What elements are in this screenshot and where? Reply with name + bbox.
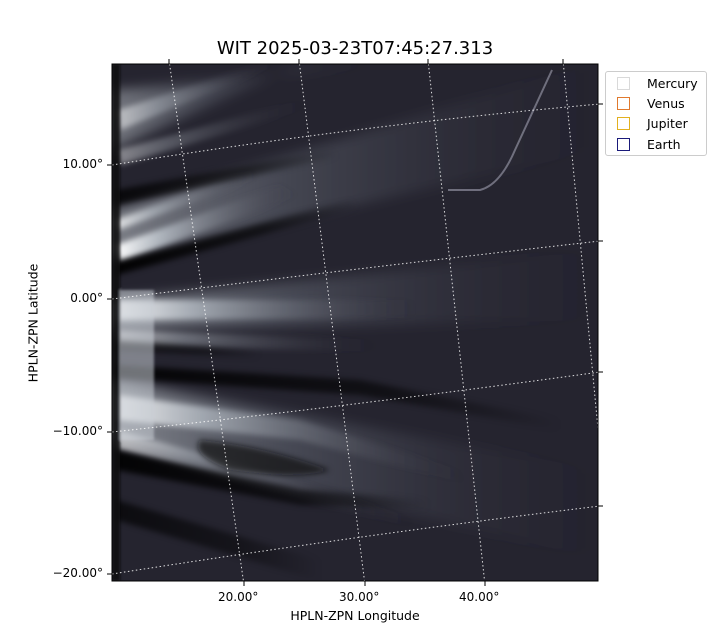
- legend-label: Earth: [647, 136, 681, 152]
- x-tick-label: 40.00°: [459, 590, 500, 604]
- x-axis-label: HPLN-ZPN Longitude: [290, 608, 420, 623]
- legend-swatch: [617, 116, 630, 130]
- legend-item-mercury: Mercury: [617, 75, 698, 91]
- legend-item-earth: Earth: [617, 136, 681, 152]
- y-tick-label: 0.00°: [70, 291, 103, 305]
- legend-item-venus: Venus: [617, 95, 685, 111]
- legend-item-jupiter: Jupiter: [617, 115, 688, 131]
- coordinate-grid: [112, 64, 598, 581]
- legend-swatch: [617, 76, 630, 90]
- legend: Mercury Venus Jupiter Earth: [605, 71, 707, 156]
- y-tick-label: −10.00°: [52, 424, 103, 438]
- y-tick-label: 10.00°: [62, 157, 103, 171]
- legend-label: Jupiter: [647, 115, 688, 131]
- legend-label: Venus: [647, 95, 685, 111]
- plot-title: WIT 2025-03-23T07:45:27.313: [216, 38, 494, 59]
- legend-label: Mercury: [647, 75, 698, 91]
- legend-swatch: [617, 96, 630, 110]
- legend-swatch: [617, 137, 630, 151]
- x-tick-label: 20.00°: [218, 590, 259, 604]
- y-axis-label: HPLN-ZPN Latitude: [25, 263, 41, 383]
- coronagraph-image: [112, 64, 598, 581]
- y-tick-label: −20.00°: [52, 566, 103, 580]
- x-tick-label: 30.00°: [339, 590, 380, 604]
- tick-marks: [107, 59, 603, 586]
